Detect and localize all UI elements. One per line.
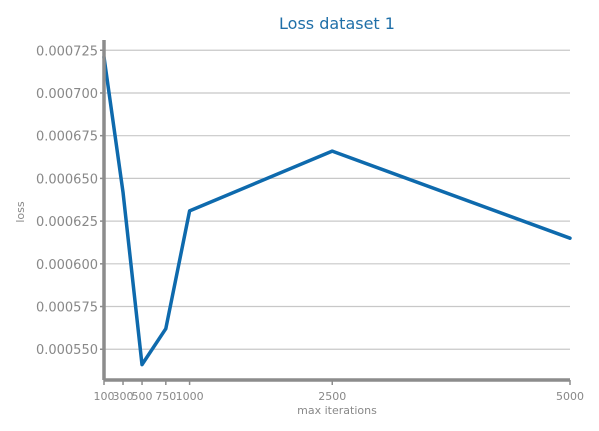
y-tick-label: 0.000725 bbox=[36, 44, 98, 59]
data-point bbox=[188, 209, 192, 213]
x-tick-label: 750 bbox=[155, 390, 176, 403]
x-tick-label: 300 bbox=[113, 390, 134, 403]
data-point bbox=[140, 363, 144, 367]
x-tick-label: 5000 bbox=[556, 390, 584, 403]
x-axis-label: max iterations bbox=[297, 404, 377, 417]
data-point bbox=[164, 327, 168, 331]
y-tick-label: 0.000575 bbox=[36, 301, 98, 316]
x-tick-label: 500 bbox=[132, 390, 153, 403]
y-axis-ticks: 0.000550 0.000575 0.000600 0.000625 0.000650… bbox=[36, 44, 104, 358]
y-tick-label: 0.000650 bbox=[36, 172, 98, 187]
series-line bbox=[102, 55, 572, 367]
chart-title: Loss dataset 1 bbox=[279, 14, 395, 33]
data-point bbox=[121, 190, 125, 194]
y-tick-label: 0.000700 bbox=[36, 87, 98, 102]
axes bbox=[102, 40, 570, 382]
y-tick-label: 0.000550 bbox=[36, 343, 98, 358]
y-tick-label: 0.000625 bbox=[36, 215, 98, 230]
y-tick-label: 0.000675 bbox=[36, 130, 98, 145]
data-point bbox=[568, 236, 572, 240]
data-point bbox=[330, 149, 334, 153]
y-axis-label: loss bbox=[14, 201, 27, 223]
y-tick-label: 0.000600 bbox=[36, 258, 98, 273]
x-tick-label: 1000 bbox=[176, 390, 204, 403]
gridlines bbox=[104, 49, 570, 350]
x-tick-label: 100 bbox=[94, 390, 115, 403]
series-group bbox=[102, 55, 572, 367]
x-tick-label: 2500 bbox=[318, 390, 346, 403]
